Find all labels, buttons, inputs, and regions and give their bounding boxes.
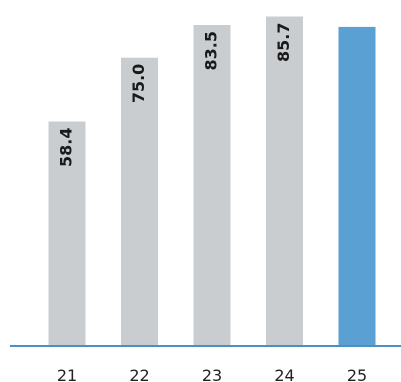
bar-value-label-21: 58.4 [57,128,76,167]
bar-22 [121,57,158,346]
bar-24 [266,16,303,346]
x-tick-label-21: 21 [57,366,77,382]
bar-value-label-22: 75.0 [129,64,148,103]
bar-value-label-24: 85.7 [274,23,293,62]
bar-value-label-23: 83.5 [202,31,221,70]
labels-layer: 58.4 75.0 83.5 85.7 [57,23,294,167]
x-tick-label-25: 25 [347,366,367,382]
x-axis-ticks: 21 22 23 24 25 [57,366,367,382]
x-tick-label-23: 23 [202,366,222,382]
x-tick-label-24: 24 [274,366,294,382]
bar-25 [338,26,376,347]
bar-23 [193,25,231,346]
bars-layer [48,16,376,347]
bar-21 [48,121,86,346]
x-tick-label-22: 22 [129,366,149,382]
